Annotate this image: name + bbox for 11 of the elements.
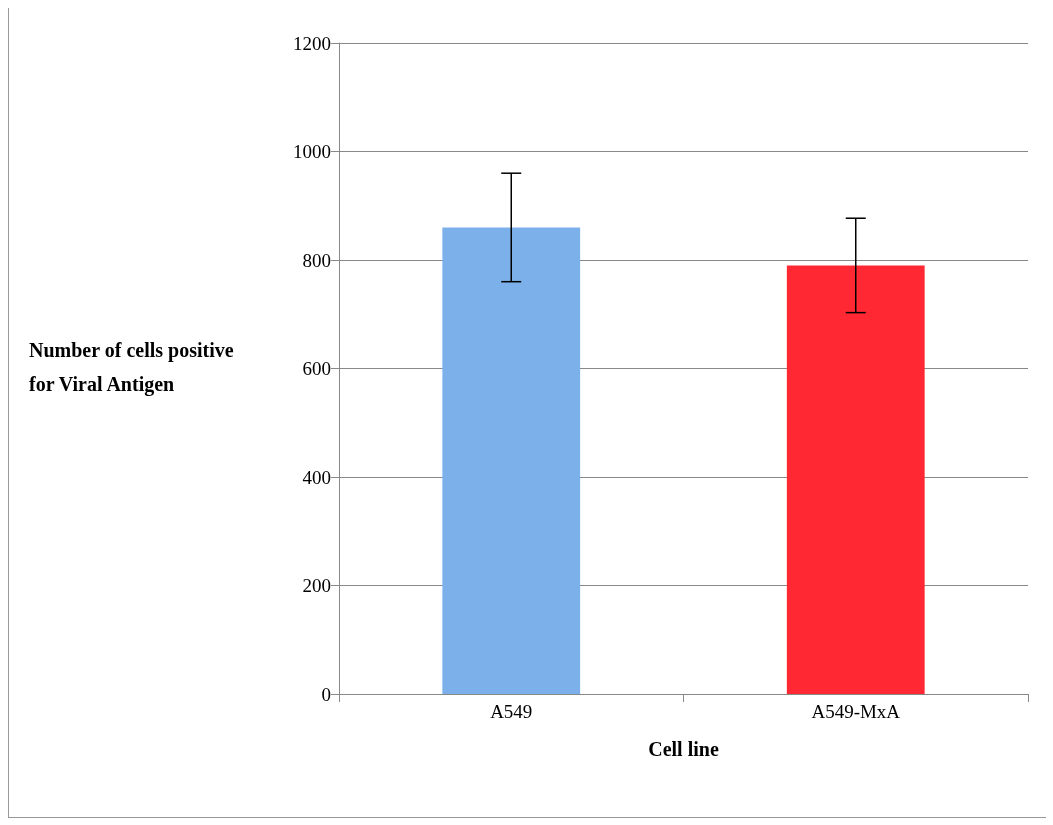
y-tick-label: 1200 xyxy=(293,32,331,54)
y-tick-label: 800 xyxy=(302,249,331,271)
y-tick-label: 1000 xyxy=(293,141,331,162)
x-tick-label: A549-MxA xyxy=(811,701,901,722)
y-tick-label: 0 xyxy=(321,683,331,705)
x-axis-title: Cell line xyxy=(648,738,719,760)
x-tick-label: A549 xyxy=(490,701,533,722)
y-tick-label: 200 xyxy=(302,575,331,596)
y-tick-label: 400 xyxy=(302,466,331,488)
y-tick-label: 600 xyxy=(302,358,331,379)
y-axis-title: Number of cells positive for Viral Antigen xyxy=(29,339,239,396)
